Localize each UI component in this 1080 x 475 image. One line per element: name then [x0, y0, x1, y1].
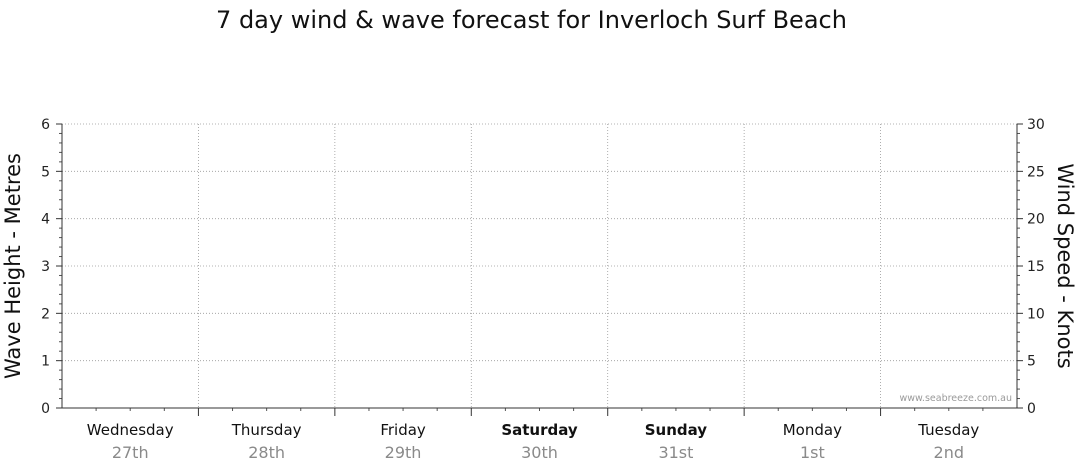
- day-label: Wednesday: [87, 421, 174, 439]
- y2-tick-label: 0: [1027, 401, 1036, 417]
- labels-layer: 0 1 2 3 4 5 6 0 5 10 15 20 25 30 Wednesday 27th Thursday…: [41, 117, 1045, 462]
- date-label: 28th: [248, 443, 285, 462]
- y2-tick-label: 15: [1027, 259, 1045, 275]
- y-tick-label: 4: [41, 212, 50, 228]
- y-tick-label: 1: [41, 354, 50, 370]
- day-label: Sunday: [645, 421, 708, 439]
- date-label: 27th: [112, 443, 149, 462]
- grid-layer: [62, 123, 1017, 408]
- date-label: 30th: [521, 443, 558, 462]
- y-tick-label: 6: [41, 117, 50, 133]
- day-label: Thursday: [231, 421, 302, 439]
- watermark-text: www.seabreeze.com.au: [900, 393, 1013, 404]
- day-label: Saturday: [501, 421, 578, 439]
- day-label: Tuesday: [917, 421, 979, 439]
- y-tick-label: 2: [41, 306, 50, 322]
- y2-tick-label: 20: [1027, 212, 1045, 228]
- y-tick-label: 0: [41, 401, 50, 417]
- y-tick-label: 5: [41, 164, 50, 180]
- y-tick-label: 3: [41, 259, 50, 275]
- day-label: Friday: [380, 421, 426, 439]
- y2-tick-label: 30: [1027, 117, 1045, 133]
- day-label: Monday: [783, 421, 842, 439]
- date-label: 1st: [800, 443, 825, 462]
- date-label: 31st: [658, 443, 693, 462]
- date-label: 29th: [385, 443, 422, 462]
- y2-tick-label: 25: [1027, 164, 1045, 180]
- y2-tick-label: 5: [1027, 354, 1036, 370]
- date-label: 2nd: [934, 443, 964, 462]
- chart-title: 7 day wind & wave forecast for Inverloch…: [216, 6, 847, 34]
- y-axis-title: Wave Height - Metres: [1, 153, 25, 379]
- y2-axis-title: Wind Speed - Knots: [1053, 163, 1077, 368]
- y2-tick-label: 10: [1027, 306, 1045, 322]
- axes-layer: [56, 123, 1023, 416]
